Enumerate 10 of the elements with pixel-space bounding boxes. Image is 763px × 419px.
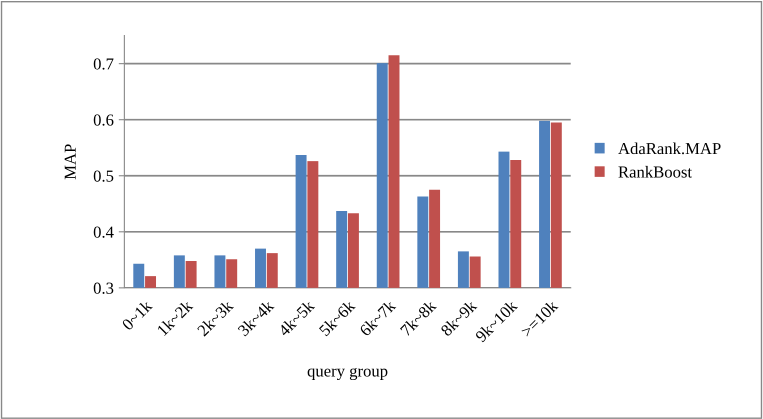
y-tick-label: 0.5 xyxy=(94,170,114,182)
legend-label: AdaRank.MAP xyxy=(618,142,721,154)
y-tick-label: 0.3 xyxy=(94,282,114,294)
legend-label: RankBoost xyxy=(618,166,692,178)
y-tick-label: 0.4 xyxy=(94,226,114,238)
x-axis-title: query group xyxy=(308,368,388,380)
y-tick-label: 0.6 xyxy=(94,114,114,126)
x-tick-label: 0~1k xyxy=(121,298,153,331)
y-tick-label: 0.7 xyxy=(94,58,114,70)
y-axis-title: MAP xyxy=(64,144,76,180)
